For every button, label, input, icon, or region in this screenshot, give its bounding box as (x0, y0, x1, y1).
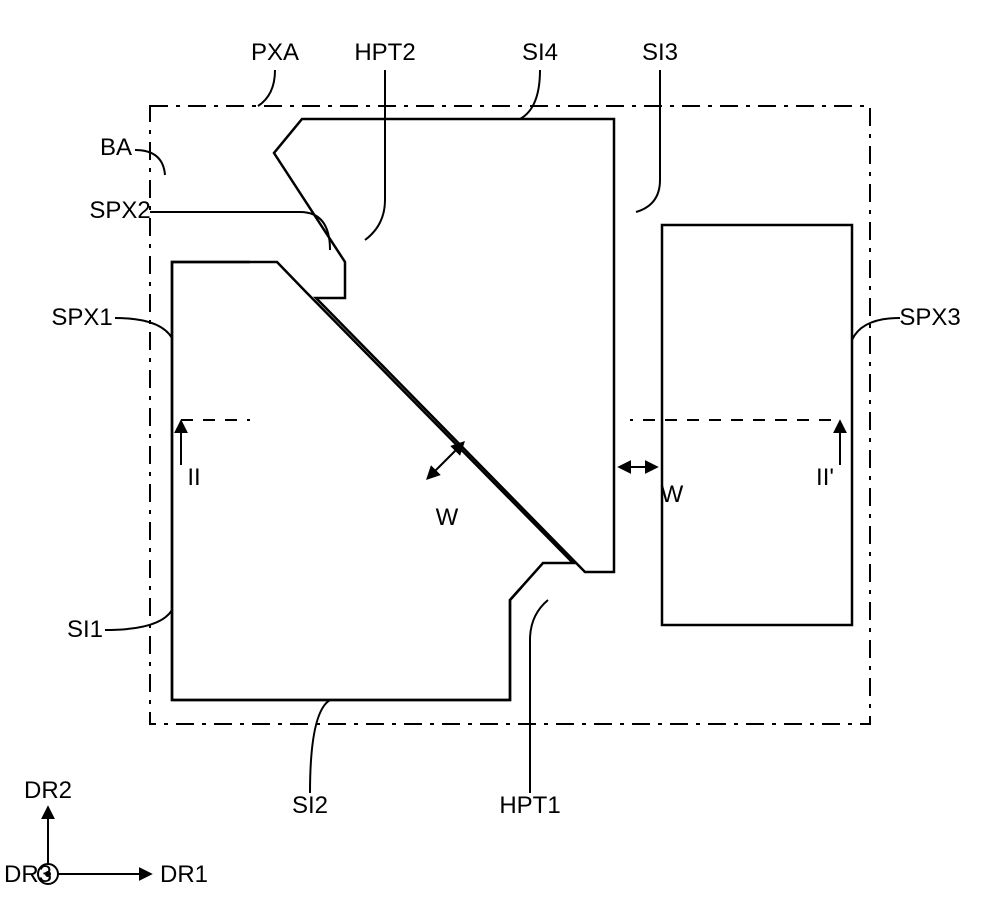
label-hpt2: HPT2 (354, 39, 415, 66)
label-spx3: SPX3 (899, 304, 960, 331)
label-ii: II (187, 464, 200, 491)
label-dr3: DR3 (4, 861, 52, 888)
label-spx1: SPX1 (51, 304, 112, 331)
label-spx2: SPX2 (89, 197, 150, 224)
label-pxa: PXA (251, 39, 299, 66)
label-si4: SI4 (522, 39, 558, 66)
label-hpt1: HPT1 (499, 792, 560, 819)
label-w1: W (436, 504, 459, 531)
label-si3: SI3 (642, 39, 678, 66)
label-dr1: DR1 (160, 861, 208, 888)
label-iip: II' (816, 464, 834, 491)
label-w2: W (661, 481, 684, 508)
label-dr2: DR2 (24, 777, 72, 804)
diagram-svg: PXA HPT2 SI4 SI3 BA SPX2 SPX1 SPX3 II II… (0, 0, 1000, 900)
label-si2: SI2 (292, 792, 328, 819)
label-si1: SI1 (67, 616, 103, 643)
label-ba: BA (100, 134, 132, 161)
